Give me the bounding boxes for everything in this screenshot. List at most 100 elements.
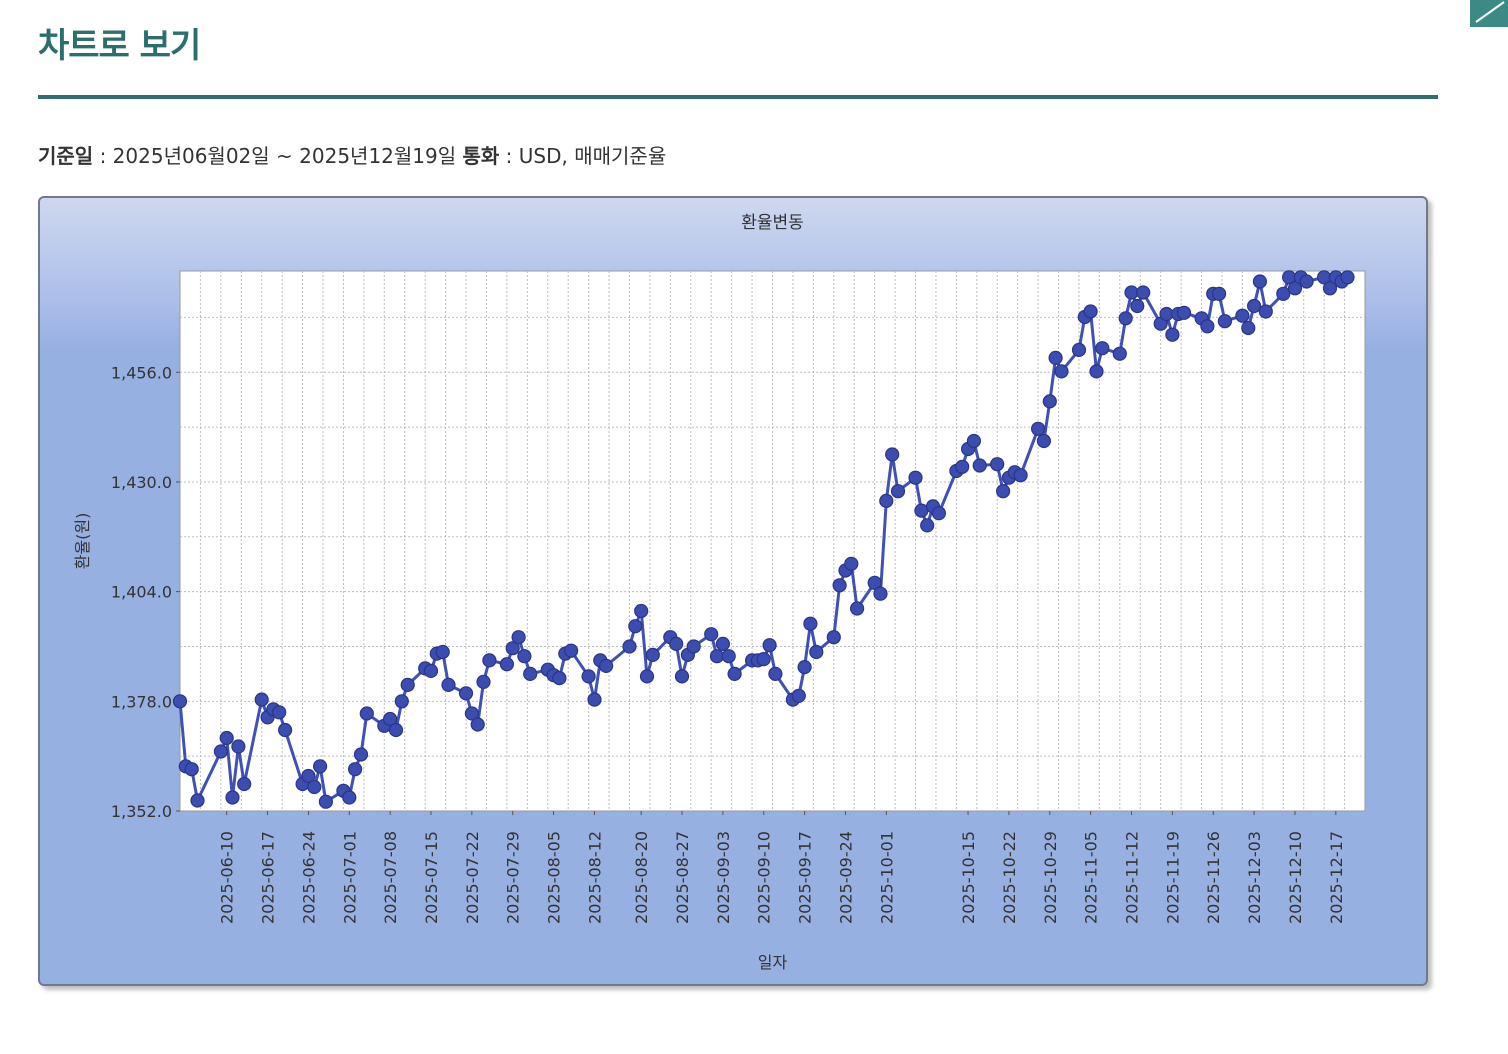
data-point xyxy=(1165,327,1180,342)
currency-value: USD, 매매기준율 xyxy=(518,144,667,168)
data-point xyxy=(1112,346,1127,361)
x-tick-label: 2025-08-27 xyxy=(673,831,692,924)
y-tick-label: 1,352.0 xyxy=(111,802,172,821)
data-point xyxy=(511,630,526,645)
x-tick-label: 2025-10-22 xyxy=(1000,831,1019,924)
data-point xyxy=(803,616,818,631)
page-title: 차트로 보기 xyxy=(38,26,201,66)
data-point xyxy=(272,705,287,720)
data-point xyxy=(1159,306,1174,322)
x-tick-label: 2025-09-24 xyxy=(836,831,855,924)
data-point xyxy=(400,677,415,692)
date-range-value: 2025년06월02일 ~ 2025년12월19일 xyxy=(112,144,457,168)
x-tick-label: 2025-08-20 xyxy=(632,831,651,924)
data-point xyxy=(867,575,882,590)
data-point xyxy=(1036,433,1052,449)
data-point xyxy=(920,518,935,533)
data-point xyxy=(219,730,234,746)
exchange-rate-chart: 환율변동 1,352.0 1,378.0 1,404.0 1,430.0 1,456.0 2… xyxy=(73,213,1366,972)
data-point xyxy=(645,647,660,662)
x-tick-label: 2025-12-10 xyxy=(1286,831,1305,924)
data-point xyxy=(190,793,205,808)
data-point xyxy=(704,627,719,642)
data-point xyxy=(1071,342,1087,357)
x-tick-label: 2025-06-17 xyxy=(259,831,278,924)
data-point xyxy=(587,692,602,707)
data-point xyxy=(1252,274,1268,289)
expand-icon xyxy=(1475,1,1505,23)
data-point xyxy=(1089,364,1104,379)
data-point xyxy=(674,669,690,684)
data-point xyxy=(231,739,246,754)
x-tick-label: 2025-11-19 xyxy=(1163,831,1182,924)
data-point xyxy=(709,649,725,664)
data-point xyxy=(1276,286,1291,301)
data-point xyxy=(1124,285,1139,300)
data-point xyxy=(353,747,369,762)
data-point xyxy=(628,619,643,634)
data-point xyxy=(307,779,322,795)
data-point xyxy=(634,603,649,619)
x-tick-label: 2025-10-15 xyxy=(959,831,978,924)
data-point xyxy=(237,776,252,792)
chart-panel: 환율변동 1,352.0 1,378.0 1,404.0 1,430.0 1,456.0 2… xyxy=(38,196,1428,986)
data-point xyxy=(756,652,771,667)
y-tick-label: 1,378.0 xyxy=(111,692,172,711)
data-point xyxy=(727,666,742,681)
y-tick-label: 1,404.0 xyxy=(111,583,172,602)
data-point xyxy=(849,601,865,616)
data-point xyxy=(301,768,316,784)
x-tick-label: 2025-10-29 xyxy=(1041,831,1060,924)
data-point xyxy=(435,644,450,660)
data-point xyxy=(885,447,900,462)
data-point xyxy=(1211,286,1227,301)
data-point xyxy=(1299,274,1314,289)
data-point xyxy=(482,653,497,668)
date-separator: : xyxy=(99,144,113,168)
data-point xyxy=(791,688,806,703)
x-tick-label: 2025-10-01 xyxy=(877,831,896,924)
data-point xyxy=(464,706,479,721)
x-tick-label: 2025-09-10 xyxy=(755,831,774,924)
data-point xyxy=(890,484,906,499)
title-divider xyxy=(38,95,1438,99)
data-point xyxy=(1258,304,1273,319)
data-point xyxy=(348,762,363,777)
y-tick-label: 1,456.0 xyxy=(111,363,172,382)
data-point xyxy=(908,470,923,485)
x-tick-label: 2025-09-03 xyxy=(714,831,733,924)
x-tick-label: 2025-07-15 xyxy=(422,831,441,924)
data-point xyxy=(1013,468,1028,483)
data-point xyxy=(383,711,398,727)
data-point xyxy=(278,722,293,738)
data-point xyxy=(172,694,188,709)
data-point xyxy=(470,717,485,732)
x-tick-label: 2025-11-05 xyxy=(1082,831,1101,924)
currency-label: 통화 xyxy=(462,144,500,168)
data-point xyxy=(768,666,783,681)
x-tick-label: 2025-07-08 xyxy=(381,831,400,924)
x-tick-label: 2025-06-24 xyxy=(299,831,318,924)
expand-button[interactable] xyxy=(1470,0,1508,27)
data-point xyxy=(797,660,812,675)
data-point xyxy=(879,493,894,508)
data-point xyxy=(1083,304,1098,319)
data-point xyxy=(318,794,333,809)
data-point xyxy=(1246,298,1262,314)
x-tick-label: 2025-08-12 xyxy=(585,831,604,924)
data-point xyxy=(1340,270,1355,285)
x-tick-label: 2025-07-22 xyxy=(463,831,482,924)
data-point xyxy=(1054,364,1069,379)
data-point xyxy=(476,674,491,689)
data-point xyxy=(517,649,532,664)
data-point xyxy=(1287,281,1303,296)
data-point xyxy=(1118,311,1133,326)
data-point xyxy=(873,586,888,601)
data-point xyxy=(213,744,228,759)
data-point xyxy=(505,641,520,656)
x-tick-label: 2025-11-12 xyxy=(1123,831,1142,924)
y-tick-label: 1,430.0 xyxy=(111,473,172,492)
data-point xyxy=(809,644,824,660)
data-point xyxy=(990,457,1005,472)
data-point xyxy=(1130,298,1145,314)
